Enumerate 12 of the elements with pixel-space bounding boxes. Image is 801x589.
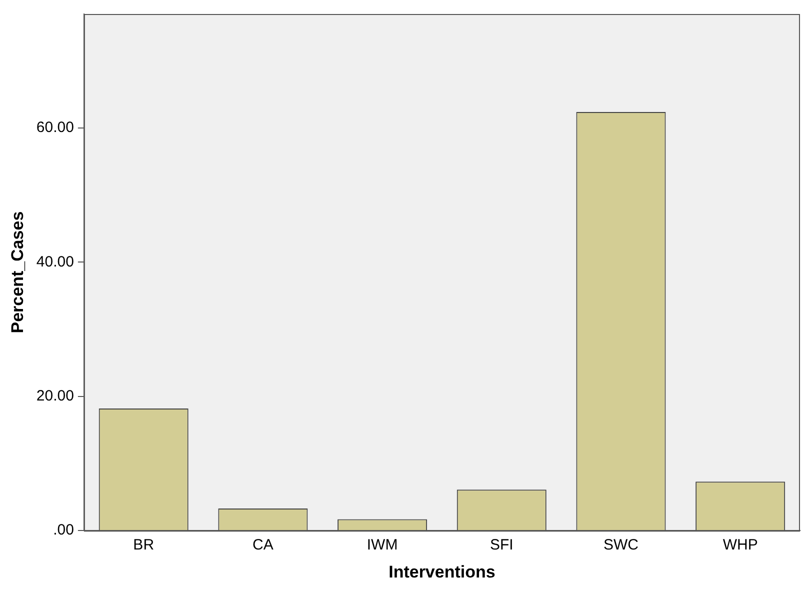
x-tick-label: IWM xyxy=(366,536,398,554)
x-tick-label: CA xyxy=(252,536,274,554)
x-axis-title: Interventions xyxy=(388,562,496,582)
y-axis-title: Percent_Cases xyxy=(8,211,27,334)
y-tick-label: 40.00 xyxy=(36,253,74,270)
x-tick-label: SWC xyxy=(603,536,639,554)
x-tick-label: BR xyxy=(133,536,154,554)
y-tick-label: 60.00 xyxy=(36,119,74,136)
x-tick-label: WHP xyxy=(722,536,758,554)
y-tick-label: 20.00 xyxy=(36,388,74,405)
y-tick-label: .00 xyxy=(53,522,74,539)
x-tick-label: SFI xyxy=(490,536,514,554)
